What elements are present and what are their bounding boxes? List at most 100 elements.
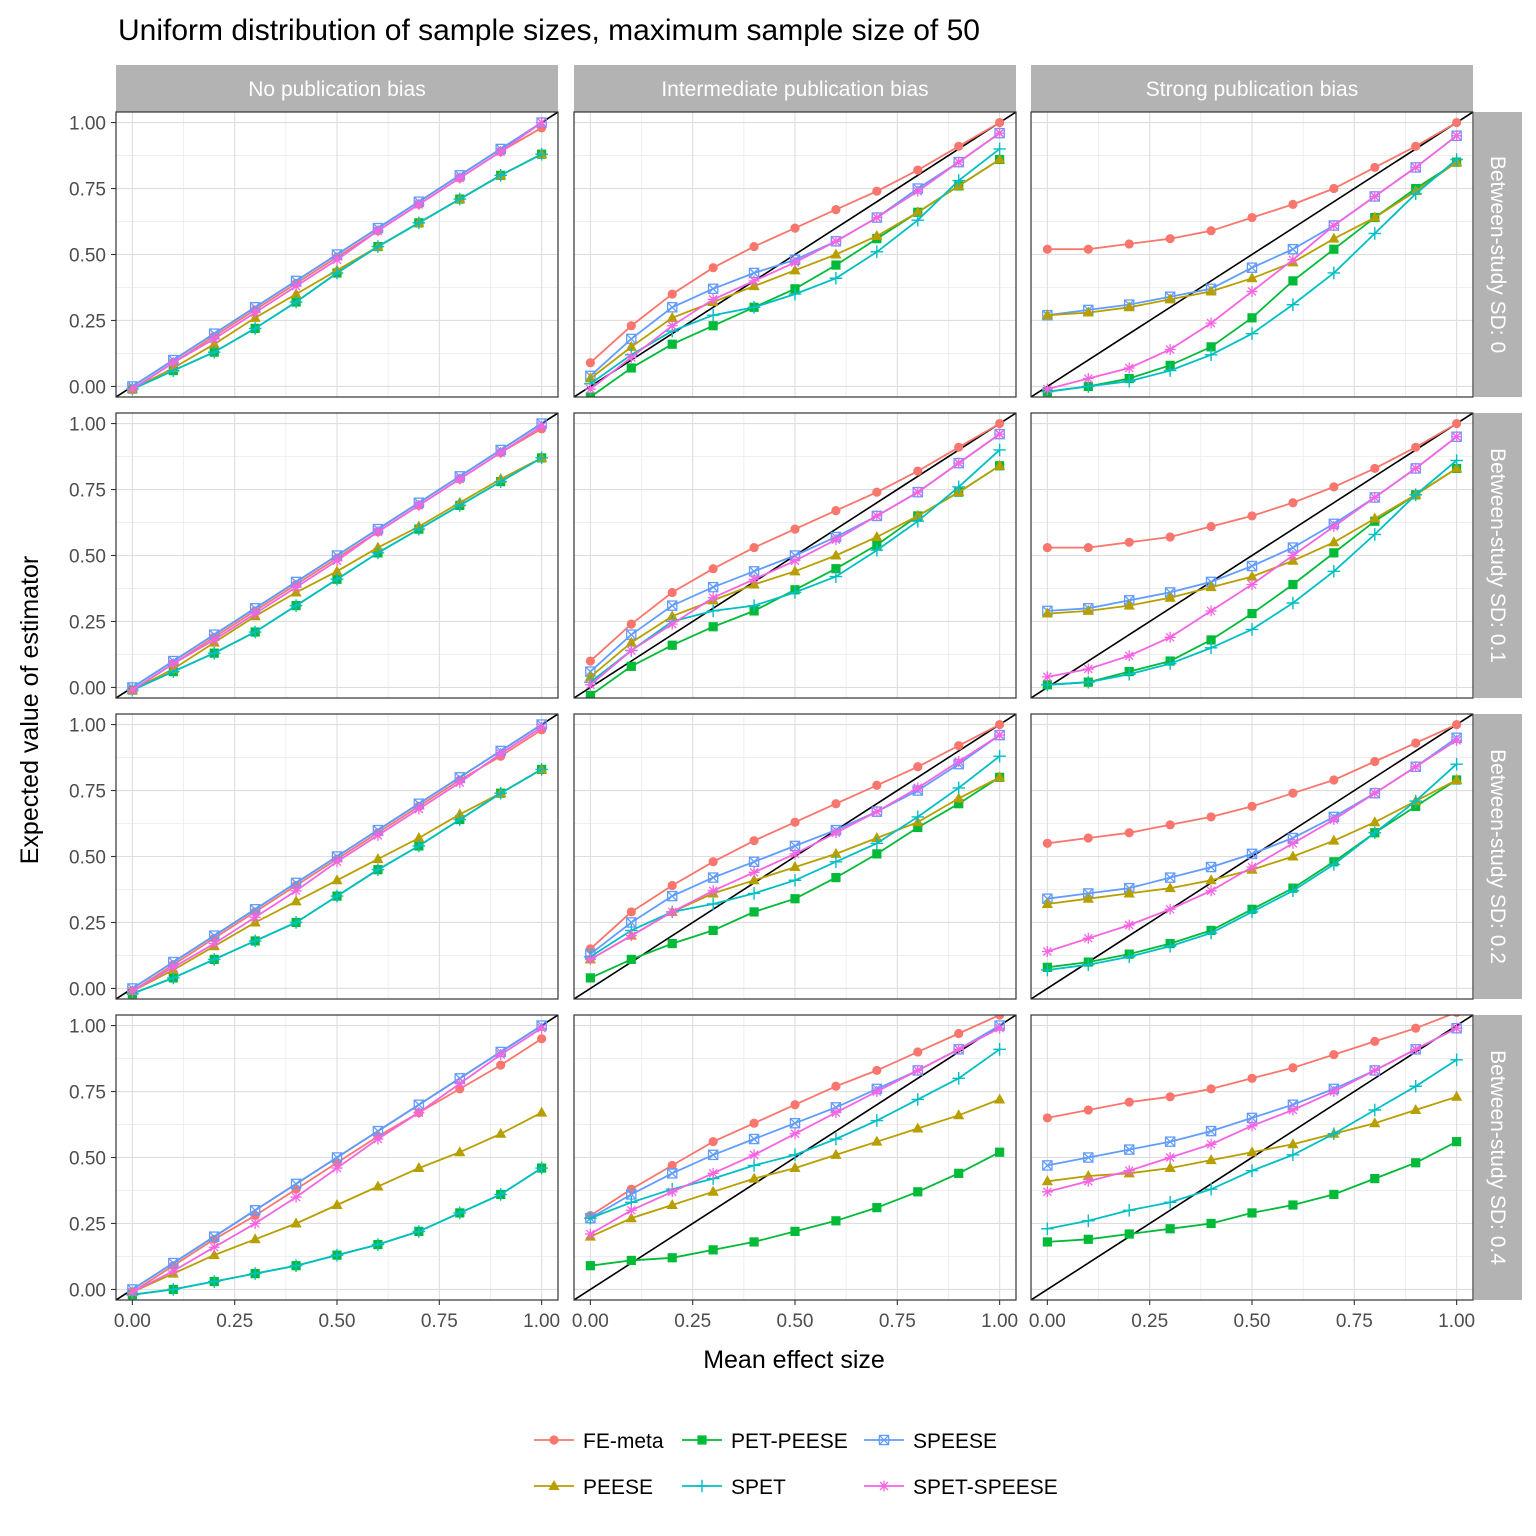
point-marker bbox=[1247, 801, 1257, 811]
point-marker bbox=[291, 1178, 302, 1189]
point-marker bbox=[1327, 266, 1341, 280]
point-marker bbox=[1123, 362, 1135, 374]
column-strip bbox=[1031, 65, 1473, 112]
panel-data bbox=[574, 1015, 1016, 1300]
point-marker bbox=[168, 1258, 179, 1269]
point-marker bbox=[626, 629, 637, 640]
point-marker bbox=[708, 857, 718, 867]
point-marker bbox=[749, 907, 759, 917]
point-marker bbox=[248, 1267, 262, 1280]
point-marker bbox=[831, 1081, 841, 1091]
point-marker bbox=[453, 1206, 467, 1220]
point-marker bbox=[667, 1168, 678, 1179]
point-marker bbox=[1368, 1103, 1382, 1117]
point-marker bbox=[954, 1168, 964, 1178]
series-markers bbox=[584, 428, 1006, 691]
point-marker bbox=[626, 907, 636, 917]
point-marker bbox=[584, 1228, 596, 1240]
panel-border bbox=[1030, 111, 1474, 398]
point-marker bbox=[626, 1255, 636, 1266]
point-marker bbox=[536, 420, 548, 432]
point-marker bbox=[1286, 298, 1300, 311]
series-markers bbox=[584, 142, 1006, 391]
point-marker bbox=[290, 1191, 302, 1203]
point-marker bbox=[871, 212, 883, 224]
point-marker bbox=[913, 165, 923, 175]
point-marker bbox=[1083, 1152, 1094, 1163]
point-marker bbox=[536, 1106, 548, 1117]
point-marker bbox=[870, 837, 884, 850]
point-marker bbox=[994, 153, 1006, 164]
point-marker bbox=[1042, 1237, 1052, 1247]
point-marker bbox=[1329, 1049, 1339, 1060]
point-marker bbox=[749, 836, 759, 846]
point-marker bbox=[1206, 812, 1216, 822]
x-axis-title: Mean effect size bbox=[703, 1346, 885, 1374]
point-marker bbox=[667, 938, 677, 949]
series-markers bbox=[1041, 454, 1463, 692]
point-marker bbox=[625, 1212, 637, 1223]
point-marker bbox=[208, 938, 220, 950]
point-marker bbox=[1204, 926, 1218, 940]
panel: 0.00 0.25 0.50 0.75 1.00 bbox=[1029, 1014, 1475, 1332]
point-marker bbox=[1246, 861, 1258, 873]
point-marker bbox=[871, 230, 883, 241]
point-marker bbox=[748, 874, 760, 885]
point-marker bbox=[248, 322, 262, 335]
point-marker bbox=[1286, 884, 1300, 898]
point-marker bbox=[830, 235, 842, 247]
point-marker bbox=[831, 260, 841, 270]
point-marker bbox=[412, 839, 426, 853]
point-marker bbox=[1123, 887, 1135, 898]
point-marker bbox=[995, 719, 1005, 730]
point-marker bbox=[1287, 243, 1299, 255]
point-marker bbox=[585, 690, 595, 698]
y-tick-label: 1.00 bbox=[69, 415, 106, 436]
series-markers bbox=[126, 117, 548, 395]
point-marker bbox=[1206, 861, 1217, 873]
point-marker bbox=[789, 848, 801, 860]
point-marker bbox=[1205, 861, 1217, 873]
panel-data bbox=[116, 413, 558, 698]
point-marker bbox=[626, 619, 636, 629]
series-markers bbox=[126, 721, 548, 997]
point-marker bbox=[625, 340, 637, 351]
point-marker bbox=[626, 363, 636, 373]
point-marker bbox=[749, 241, 759, 252]
point-marker bbox=[788, 1148, 802, 1162]
point-marker bbox=[1042, 1113, 1052, 1123]
point-marker bbox=[667, 880, 677, 891]
point-marker bbox=[830, 534, 842, 546]
point-marker bbox=[494, 169, 508, 182]
panel: 0.00 0.25 0.50 0.75 1.00 bbox=[69, 713, 559, 1000]
point-marker bbox=[331, 1152, 343, 1163]
point-marker bbox=[372, 526, 384, 538]
point-marker bbox=[207, 1275, 221, 1288]
point-marker bbox=[291, 877, 302, 888]
point-marker bbox=[1124, 1144, 1135, 1155]
point-marker bbox=[1329, 548, 1339, 558]
point-marker bbox=[1410, 1104, 1422, 1114]
point-marker bbox=[666, 890, 678, 902]
point-marker bbox=[1041, 1222, 1054, 1236]
series-markers bbox=[1041, 130, 1463, 395]
point-marker bbox=[831, 205, 841, 215]
point-marker bbox=[911, 1093, 925, 1106]
point-marker bbox=[1328, 814, 1340, 826]
point-marker bbox=[495, 748, 507, 760]
point-marker bbox=[290, 581, 302, 593]
point-marker bbox=[626, 661, 636, 671]
point-marker bbox=[1329, 482, 1339, 492]
series-markers bbox=[584, 127, 1006, 395]
point-marker bbox=[706, 897, 720, 911]
y-axis-title: Expected value of estimator bbox=[16, 556, 44, 865]
point-marker bbox=[1164, 1162, 1176, 1173]
point-marker bbox=[666, 320, 678, 332]
point-marker bbox=[1123, 301, 1135, 312]
legend-label: SPET bbox=[731, 1476, 786, 1499]
point-marker bbox=[1287, 1138, 1299, 1149]
point-marker bbox=[708, 321, 718, 331]
point-marker bbox=[1329, 244, 1339, 254]
point-marker bbox=[372, 1126, 383, 1137]
point-marker bbox=[872, 487, 882, 497]
